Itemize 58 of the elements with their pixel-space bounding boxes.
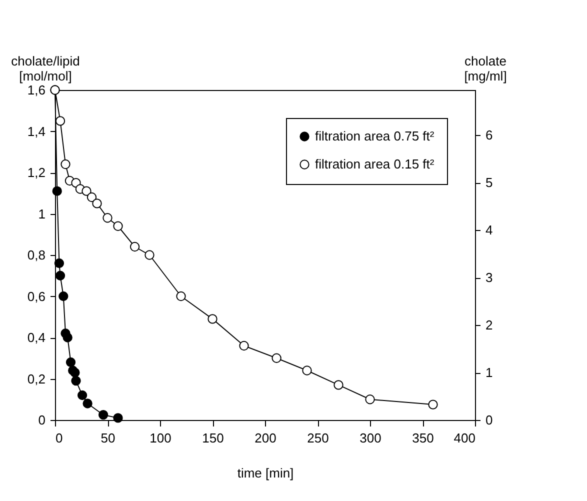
point bbox=[60, 159, 70, 170]
point bbox=[302, 366, 312, 376]
y2-tick-label: 4 bbox=[486, 222, 493, 238]
y-tick-label: 1,4 bbox=[27, 124, 46, 139]
y-tick-label: 0 bbox=[38, 412, 46, 428]
point bbox=[239, 340, 249, 351]
legend-label: filtration area 0.75 ft² bbox=[315, 128, 435, 144]
x-tick-label: 50 bbox=[100, 430, 116, 446]
point bbox=[82, 398, 92, 408]
y-tick-label: 0,4 bbox=[27, 330, 46, 345]
y-axis-title: cholate/lipid [mol/mol] bbox=[11, 54, 80, 84]
y-tick-label: 0,2 bbox=[27, 371, 46, 386]
point bbox=[58, 291, 68, 302]
y-tick-label: 1,6 bbox=[27, 82, 46, 98]
point bbox=[113, 221, 123, 231]
point bbox=[82, 186, 92, 196]
point bbox=[102, 213, 112, 223]
point bbox=[144, 250, 154, 260]
point bbox=[54, 258, 64, 268]
y2-tick-label: 5 bbox=[486, 175, 493, 190]
point bbox=[113, 413, 123, 423]
point bbox=[52, 186, 62, 196]
y2-tick-label: 2 bbox=[486, 318, 493, 333]
y2-tick-label: 0 bbox=[486, 412, 493, 428]
y2-axis-title: cholate [mg/ml] bbox=[464, 54, 507, 84]
x-tick-label: 150 bbox=[202, 430, 224, 446]
point bbox=[55, 116, 66, 126]
point bbox=[272, 353, 282, 363]
y-tick-label: 0,6 bbox=[27, 288, 46, 304]
point bbox=[428, 400, 438, 410]
y2-tick-label: 1 bbox=[486, 365, 493, 380]
point bbox=[176, 291, 186, 302]
x-tick-label: 400 bbox=[454, 430, 476, 446]
y-tick-label: 1,2 bbox=[27, 165, 46, 180]
x-tick-label: 0 bbox=[56, 430, 63, 446]
point bbox=[208, 314, 218, 324]
point bbox=[77, 390, 88, 400]
x-axis-title: time [min] bbox=[237, 466, 294, 480]
point bbox=[365, 394, 375, 404]
x-tick-label: 200 bbox=[254, 430, 276, 446]
y2-tick-label: 3 bbox=[486, 270, 493, 286]
x-tick-label: 350 bbox=[412, 430, 434, 446]
point bbox=[71, 376, 81, 386]
point bbox=[62, 332, 72, 342]
y2-tick-label: 6 bbox=[486, 128, 493, 143]
x-tick-label: 100 bbox=[150, 430, 172, 446]
point bbox=[98, 410, 108, 420]
point bbox=[86, 192, 97, 202]
legend-label: filtration area 0.15 ft² bbox=[315, 156, 435, 172]
x-tick-label: 300 bbox=[360, 430, 382, 446]
point bbox=[55, 270, 66, 280]
point bbox=[130, 242, 140, 252]
y-tick-label: 0,8 bbox=[27, 248, 46, 262]
x-tick-label: 250 bbox=[307, 430, 329, 446]
point bbox=[66, 357, 76, 368]
y-tick-label: 1 bbox=[38, 206, 46, 222]
point bbox=[334, 380, 344, 390]
point bbox=[92, 198, 102, 208]
